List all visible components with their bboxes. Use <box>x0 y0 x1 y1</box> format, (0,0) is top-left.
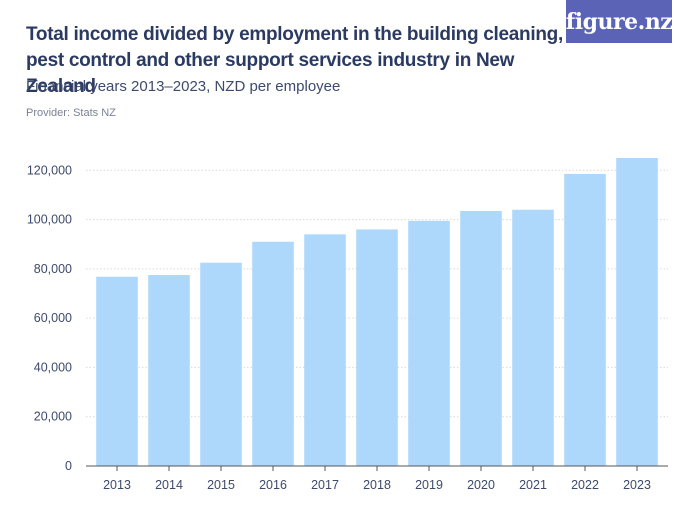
chart-subtitle: Financial years 2013–2023, NZD per emplo… <box>26 78 341 95</box>
x-tick-label: 2016 <box>259 478 287 492</box>
x-tick-label: 2023 <box>623 478 651 492</box>
bar-2016[interactable] <box>252 241 294 466</box>
x-tick-label: 2022 <box>571 478 599 492</box>
bar-2017[interactable] <box>304 234 346 466</box>
x-tick-label: 2015 <box>207 478 235 492</box>
bar-2023[interactable] <box>616 157 658 466</box>
bar-2022[interactable] <box>564 173 606 466</box>
bar-2018[interactable] <box>356 229 398 466</box>
x-tick-label: 2020 <box>467 478 495 492</box>
y-tick-label: 120,000 <box>27 163 72 177</box>
bar-2019[interactable] <box>408 220 450 466</box>
bar-2015[interactable] <box>200 262 242 466</box>
y-tick-label: 0 <box>65 459 72 473</box>
figure-nz-logo[interactable]: figure.nz <box>566 0 673 43</box>
provider-note: Provider: Stats NZ <box>26 107 116 119</box>
x-tick-label: 2019 <box>415 478 443 492</box>
x-tick-label: 2014 <box>155 478 183 492</box>
y-tick-label: 100,000 <box>27 213 72 227</box>
y-tick-label: 60,000 <box>34 311 72 325</box>
bar-2021[interactable] <box>512 209 554 466</box>
bar-2013[interactable] <box>96 276 138 466</box>
y-tick-label: 20,000 <box>34 410 72 424</box>
bar-2014[interactable] <box>148 275 190 466</box>
bar-2020[interactable] <box>460 210 502 466</box>
y-tick-label: 40,000 <box>34 360 72 374</box>
chart-title: Total income divided by employment in th… <box>26 24 563 97</box>
x-tick-label: 2013 <box>103 478 131 492</box>
x-tick-label: 2017 <box>311 478 339 492</box>
x-tick-label: 2018 <box>363 478 391 492</box>
x-tick-label: 2021 <box>519 478 547 492</box>
y-tick-label: 80,000 <box>34 262 72 276</box>
